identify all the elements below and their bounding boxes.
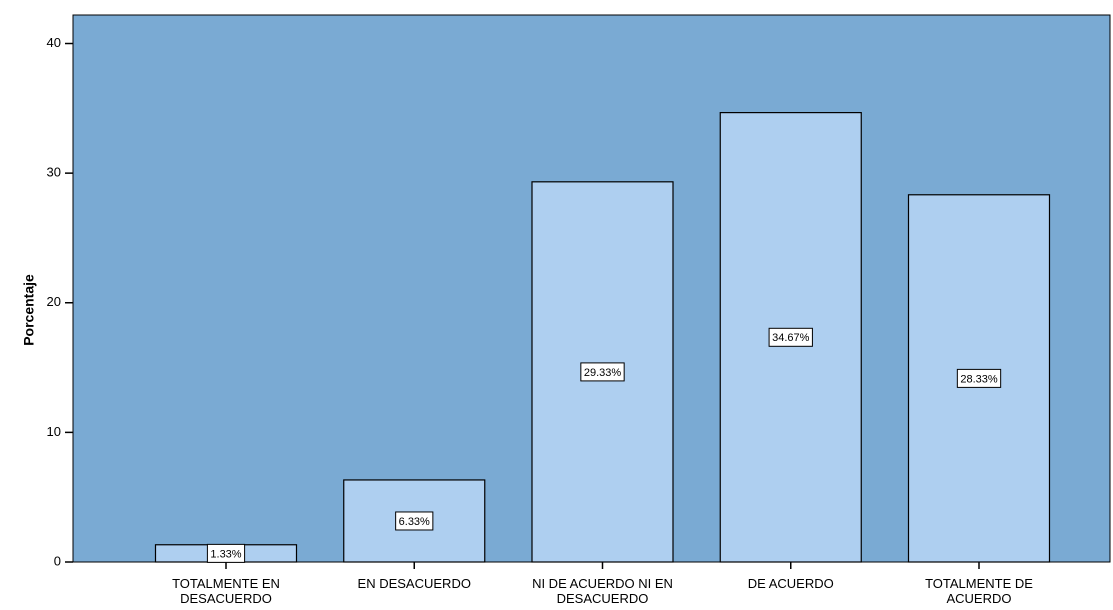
x-tick-label: DE ACUERDO xyxy=(747,576,834,591)
x-tick-label: TOTALMENTE DE ACUERDO xyxy=(925,576,1033,606)
y-tick-label: 0 xyxy=(54,553,61,568)
value-label: 28.33% xyxy=(960,373,998,385)
value-label: 29.33% xyxy=(584,367,622,379)
value-label-box xyxy=(768,327,813,347)
value-label-box xyxy=(956,368,1002,388)
y-tick-label: 10 xyxy=(47,424,61,439)
value-label: 1.33% xyxy=(210,548,241,560)
y-tick-label: 40 xyxy=(47,35,61,50)
x-tick-label: NI DE ACUERDO NI EN DESACUERDO xyxy=(532,576,673,606)
value-label-box xyxy=(580,362,625,382)
value-label: 6.33% xyxy=(399,516,430,528)
y-tick-label: 20 xyxy=(47,294,61,309)
x-tick-label: TOTALMENTE EN DESACUERDO xyxy=(172,576,280,606)
y-axis-label: Porcentaje xyxy=(21,274,37,346)
value-label: 34.67% xyxy=(772,332,810,344)
value-label-box xyxy=(395,511,434,531)
x-tick-label: EN DESACUERDO xyxy=(357,576,471,591)
y-tick-label: 30 xyxy=(47,165,61,180)
